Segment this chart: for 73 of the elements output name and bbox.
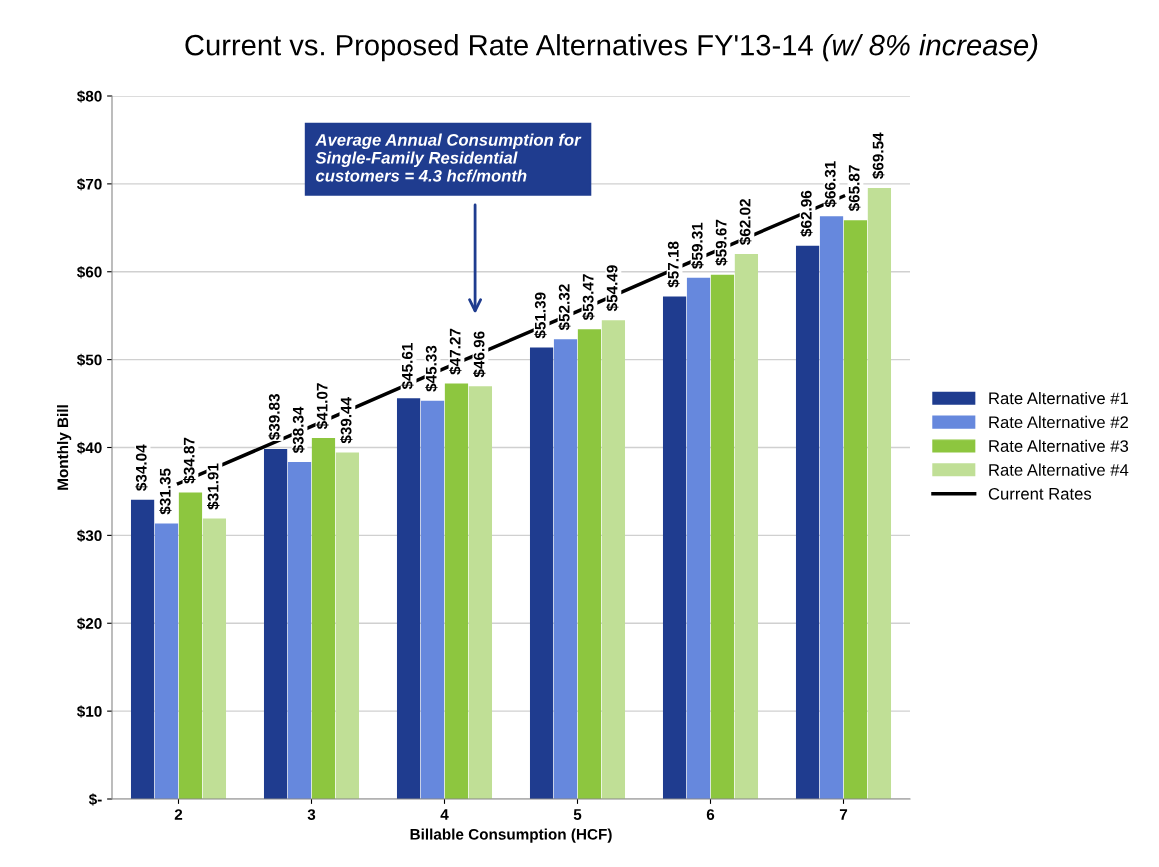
data-label: $41.07 [316, 383, 329, 430]
y-tick-label: $80 [76, 90, 102, 103]
x-tick-label: 6 [706, 809, 715, 820]
y-tick-label: $20 [76, 617, 102, 630]
data-label: $39.44 [340, 396, 353, 444]
legend-label: Current Rates [988, 487, 1092, 500]
y-tick-label: $30 [76, 529, 102, 543]
bar [819, 216, 844, 799]
y-tick-label: $60 [76, 265, 102, 279]
annotation: Average Annual Consumption for Single-Family Residential customers = 4.3 hcf/month [315, 133, 582, 182]
data-label: $54.49 [606, 265, 619, 312]
chart-subtitle: (w/ 8% increase) [823, 34, 1038, 62]
data-label: $59.67 [715, 219, 728, 266]
legend-label: Rate Alternative #2 [989, 415, 1128, 429]
data-label: $52.32 [558, 284, 571, 331]
legend-label: Rate Alternative #1 [989, 391, 1128, 405]
data-label: $62.96 [800, 190, 813, 237]
bar [867, 187, 892, 799]
legend-label: Rate Alternative #3 [989, 439, 1129, 452]
bar [263, 448, 288, 799]
data-label: $69.54 [872, 132, 885, 179]
bar [795, 245, 820, 799]
bar [311, 438, 336, 799]
bar [601, 320, 626, 799]
bar [335, 452, 360, 799]
bar [710, 274, 735, 799]
x-tick-label: 2 [174, 809, 183, 820]
data-label: $46.96 [473, 331, 486, 378]
data-label: $45.61 [401, 343, 414, 390]
bar [577, 329, 602, 799]
data-label: $34.87 [183, 437, 196, 484]
x-tick-label: 5 [573, 809, 582, 820]
data-label: $59.31 [691, 222, 704, 269]
bar [178, 492, 203, 799]
data-label: $45.33 [425, 345, 438, 392]
data-label: $57.18 [667, 241, 680, 288]
bar [287, 462, 312, 799]
bar [734, 254, 759, 799]
bar [529, 347, 554, 799]
bar [130, 499, 155, 799]
bar [396, 398, 421, 799]
data-label: $31.35 [159, 468, 172, 515]
data-label: $39.83 [268, 394, 281, 441]
chart-title: Current vs. Proposed Rate Alternatives FY'13-14 [185, 34, 813, 62]
bar [468, 386, 493, 799]
data-label: $47.27 [449, 328, 462, 375]
data-label: $65.87 [848, 165, 861, 212]
bar [553, 339, 578, 799]
y-tick-label: $10 [76, 705, 102, 718]
legend-label: Rate Alternative #4 [989, 463, 1129, 476]
x-tick-label: 3 [307, 809, 316, 820]
bar [843, 220, 868, 799]
data-label: $66.31 [824, 161, 837, 208]
y-tick-label: $40 [76, 441, 102, 455]
y-tick-label: $50 [76, 353, 102, 367]
data-label: $31.91 [207, 463, 220, 510]
y-tick-label: $70 [76, 178, 102, 191]
x-axis-title: Billable Consumption (HCF) [410, 828, 612, 843]
bar [662, 296, 687, 799]
data-label: $38.34 [292, 406, 305, 454]
bar [444, 383, 469, 799]
x-tick-label: 4 [440, 809, 449, 820]
bar [202, 518, 227, 799]
data-label: $62.02 [739, 199, 752, 246]
bar [420, 400, 445, 799]
x-tick-label: 7 [839, 809, 848, 820]
data-label: $53.47 [582, 274, 595, 321]
data-label: $51.39 [534, 292, 547, 339]
bar [686, 277, 711, 799]
y-tick-label: $- [88, 793, 102, 806]
bar [154, 523, 179, 799]
data-label: $34.04 [135, 444, 148, 491]
y-axis-title: Monthly Bill [56, 405, 72, 490]
